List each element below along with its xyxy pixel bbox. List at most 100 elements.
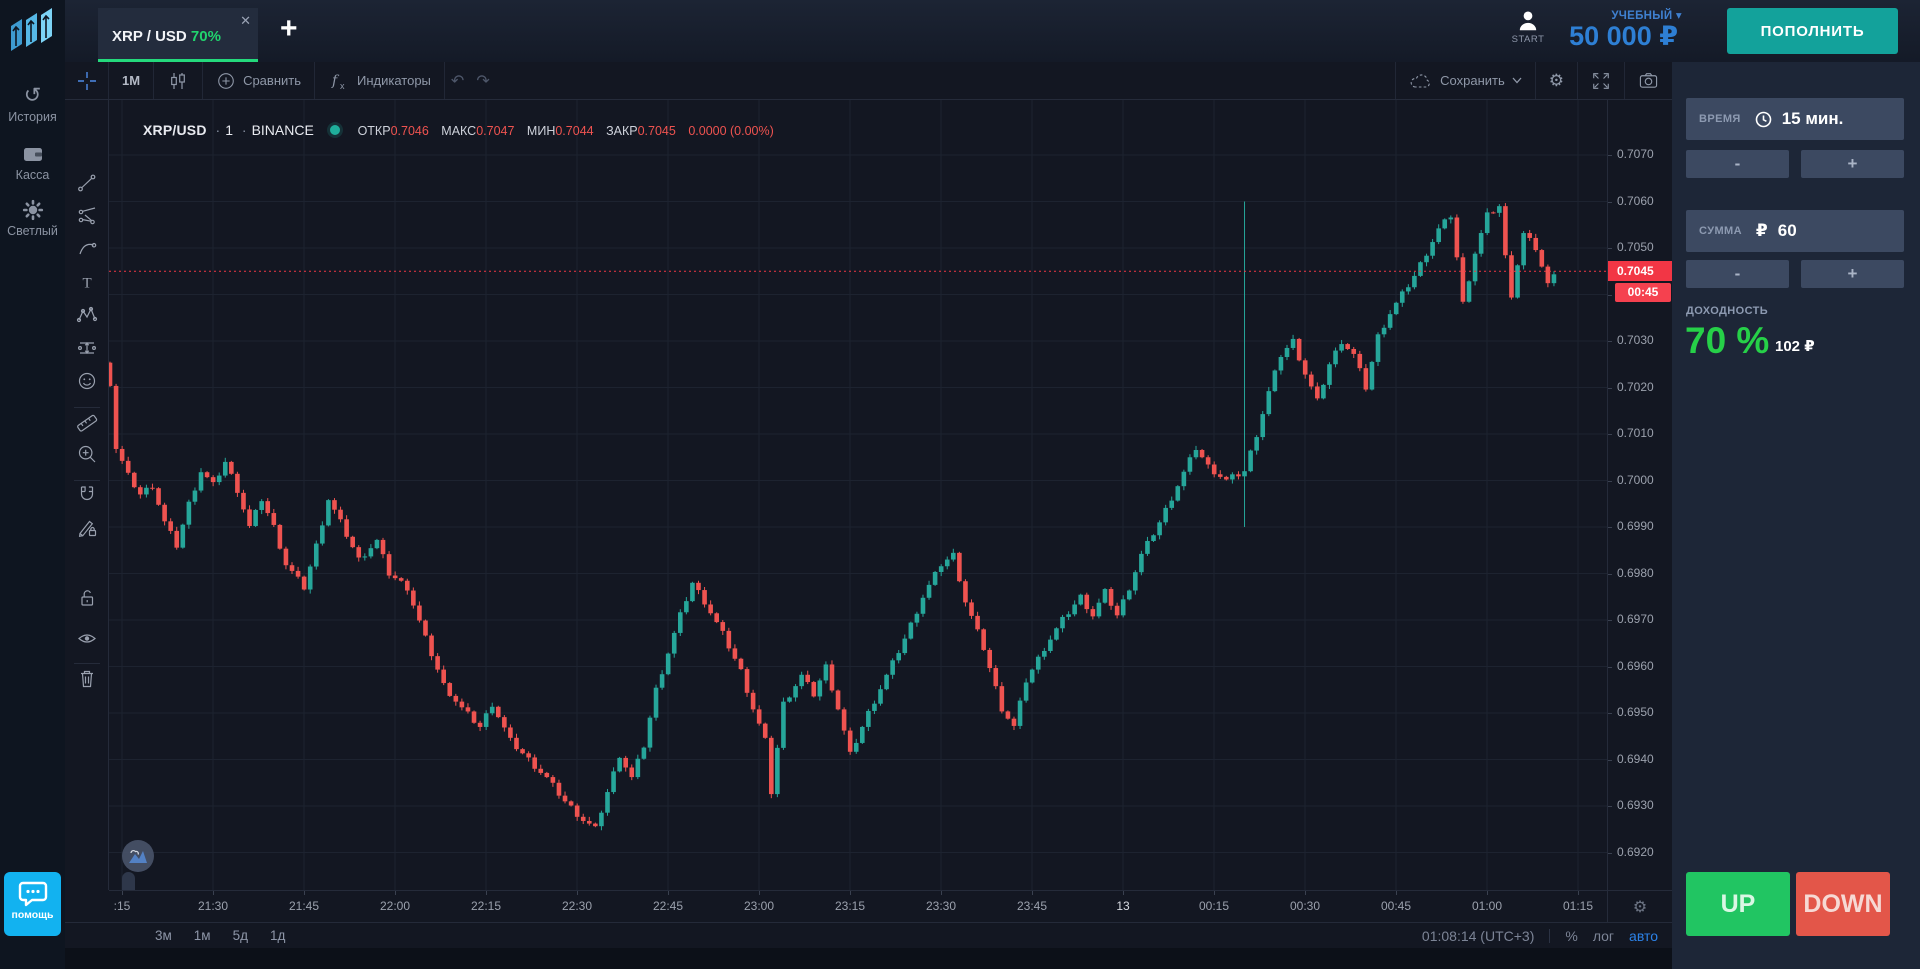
amount-minus-button[interactable]: - (1686, 260, 1789, 288)
position-tool-button[interactable] (65, 334, 109, 362)
axis-tick (1214, 891, 1215, 895)
axis-tick (1608, 620, 1612, 621)
close-icon[interactable]: ✕ (240, 13, 251, 28)
add-tab-button[interactable]: + (280, 12, 298, 45)
magnet-tool-button[interactable] (65, 480, 109, 508)
time-tick-label: 22:30 (561, 899, 593, 913)
time-minus-button[interactable]: - (1686, 150, 1789, 178)
camera-icon (1639, 73, 1658, 88)
price-tick-label: 0.6920 (1617, 844, 1654, 859)
legend-ohlc: ОТКР0.7046 МАКС0.7047 МИН0.7044 ЗАКР0.70… (357, 124, 774, 138)
axis-tick (1396, 891, 1397, 895)
amount-plus-button[interactable]: + (1801, 260, 1904, 288)
interval-button[interactable]: 1M (109, 62, 155, 99)
indicators-button[interactable]: f x Индикаторы (315, 62, 445, 99)
clock-display: 01:08:14 (UTC+3) (1421, 927, 1535, 944)
market-status-icon (329, 125, 340, 135)
emoji-tool-button[interactable] (65, 367, 109, 395)
axis-tick (1487, 891, 1488, 895)
percent-scale-button[interactable]: % (1565, 927, 1578, 944)
sidebar-item-label: Светлый (7, 224, 58, 238)
range-button-3м[interactable]: 3м (155, 928, 172, 943)
trendline-tool-button[interactable] (65, 169, 109, 197)
time-plus-button[interactable]: + (1801, 150, 1904, 178)
up-button[interactable]: UP (1686, 872, 1790, 936)
fullscreen-button[interactable] (1577, 62, 1624, 99)
range-button-1м[interactable]: 1м (193, 928, 211, 943)
axis-tick (1608, 387, 1612, 389)
axis-tick (1608, 434, 1612, 435)
chevron-down-icon (1512, 77, 1522, 84)
zoom-in-tool-button[interactable] (65, 440, 109, 468)
time-axis[interactable]: :15 21:30 21:45 22:00 22:15 22:30 22:45 23:00 23… (109, 890, 1607, 922)
account-type-dropdown[interactable]: УЧЕБНЫЙ ▾ (1611, 10, 1682, 22)
time-tick-label: 23:00 (743, 899, 775, 913)
trash-tool-button[interactable] (65, 664, 109, 692)
axis-tick (1608, 155, 1612, 156)
down-button[interactable]: DOWN (1796, 872, 1890, 936)
chart-type-button[interactable] (154, 62, 204, 99)
unlock-tool-button[interactable] (65, 584, 109, 612)
tab-payout: 70% (190, 28, 221, 45)
unlock-tool-icon (81, 590, 94, 606)
compare-button[interactable]: Сравнить (203, 62, 315, 99)
toolbar-divider (74, 480, 100, 481)
help-label: помощь (11, 909, 54, 921)
magnet-tool-icon (80, 486, 94, 501)
divider (1549, 928, 1551, 943)
price-tick-label: 0.6930 (1617, 798, 1654, 812)
axis-tick (1578, 891, 1579, 895)
amount-field[interactable]: СУММА ₽ 60 (1686, 210, 1904, 252)
time-axis-settings-button[interactable]: ⚙ (1607, 890, 1672, 922)
chart-canvas[interactable]: XRP/USD · 1 · BINANCE ОТКР0.7046 МАКС0.704… (109, 100, 1607, 890)
redo-button[interactable]: ↷ (476, 72, 490, 90)
pattern-tool-icon (76, 306, 98, 323)
ruler-tool-button[interactable] (65, 407, 109, 435)
lock-drawings-tool-button[interactable] (65, 513, 109, 541)
time-tick-label: 00:15 (1198, 899, 1230, 913)
time-field[interactable]: ВРЕМЯ 15 мин. (1686, 98, 1904, 140)
range-button-1д[interactable]: 1д (269, 928, 286, 943)
save-layout-button[interactable]: Сохранить (1395, 62, 1535, 99)
axis-tick (304, 891, 305, 895)
help-button[interactable]: помощь (4, 872, 61, 936)
current-price-tag: 0.7045 (1608, 261, 1673, 281)
axis-tick (1032, 891, 1033, 895)
brush-tool-button[interactable] (65, 235, 109, 263)
time-tick-label: 01:00 (1471, 899, 1503, 913)
screenshot-button[interactable] (1624, 62, 1672, 99)
text-tool-button[interactable]: T (65, 268, 109, 296)
position-tool-icon (77, 341, 97, 355)
svg-text:x: x (340, 81, 345, 91)
auto-scale-button[interactable]: авто (1629, 927, 1658, 944)
collapse-panel-handle[interactable]: ‹ (122, 872, 135, 890)
visibility-tool-button[interactable] (65, 624, 109, 652)
tab-xrp-usd[interactable]: ✕ XRP / USD 70% (98, 8, 258, 62)
history-icon: ↺ (23, 84, 42, 107)
axis-tick (1608, 666, 1612, 668)
sidebar-item-theme[interactable]: Светлый (0, 196, 65, 238)
range-button-5д[interactable]: 5д (232, 928, 248, 943)
sidebar-item-label: История (8, 110, 57, 124)
deposit-button[interactable]: ПОПОЛНИТЬ (1727, 8, 1898, 54)
sidebar-item-history[interactable]: ↺ История (0, 84, 65, 124)
pitchfork-tool-button[interactable] (65, 202, 109, 230)
price-tick-label: 0.6940 (1617, 751, 1654, 766)
time-tick-label: 01:15 (1562, 899, 1594, 913)
pattern-tool-button[interactable] (65, 301, 109, 329)
start-label: START (1511, 34, 1545, 45)
time-tick-label: 00:45 (1380, 899, 1412, 913)
price-tick-label: 0.6990 (1617, 519, 1654, 533)
start-menu-button[interactable]: START (1503, 9, 1553, 45)
time-tick-label: 21:30 (197, 899, 229, 913)
price-axis[interactable]: 0.7045 00:45 0.70700.70600.70500.70400.7… (1607, 100, 1673, 890)
circle-plus-icon (218, 72, 234, 89)
undo-button[interactable]: ↶ (450, 72, 465, 90)
crosshair-tool-button[interactable] (65, 62, 109, 99)
sidebar-item-cashier[interactable]: Касса (0, 140, 65, 182)
svg-text:f: f (331, 73, 340, 89)
time-tick-label: 13 (1116, 899, 1130, 913)
chart-settings-button[interactable]: ⚙ (1534, 62, 1577, 99)
user-icon (1519, 11, 1537, 31)
log-scale-button[interactable]: лог (1592, 927, 1615, 944)
